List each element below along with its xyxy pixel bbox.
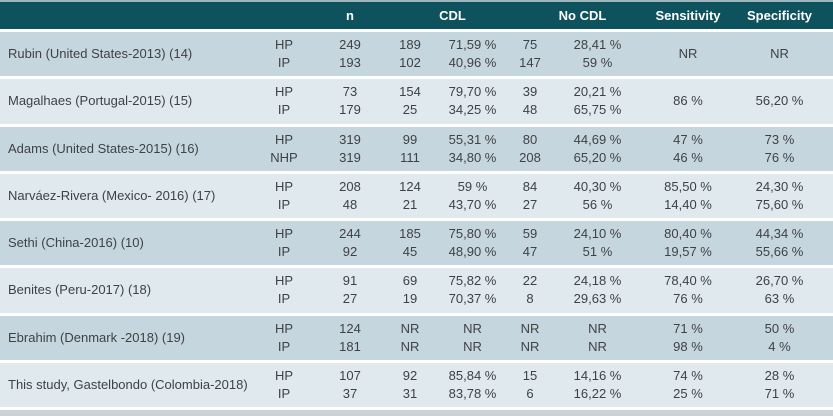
- group-cell: HP NHP: [270, 131, 298, 165]
- specificity-cell: 56,20 %: [755, 93, 804, 109]
- cdl-percent-cell: 79,70 % 34,25 %: [448, 84, 497, 118]
- table-row: Sethi (China-2016) (10) HP IP 244 92 185 45…: [0, 221, 833, 266]
- cdl-percent-cell: 71,59 % 40,96 %: [448, 37, 497, 71]
- cdl-percent-cell: 75,82 % 70,37 %: [448, 273, 497, 307]
- cdl-count-cell: 154 25: [399, 84, 421, 118]
- cdl-count-cell: NR NR: [400, 320, 420, 354]
- n-cell: 124 181: [339, 320, 361, 354]
- nocdl-percent-cell: 24,18 % 29,63 %: [573, 273, 622, 307]
- table-row: Magalhaes (Portugal-2015) (15) HP IP 73 17…: [0, 79, 833, 124]
- nocdl-percent-cell: 14,16 % 16,22 %: [573, 367, 622, 401]
- nocdl-count-cell: NR NR: [520, 320, 540, 354]
- header-sensitivity: Sensitivity: [655, 8, 721, 23]
- table-row: Ebrahim (Denmark -2018) (19) HP IP 124 181…: [0, 315, 833, 360]
- table-top-border: [0, 0, 833, 2]
- sensitivity-cell: 71 % 98 %: [673, 320, 703, 354]
- cdl-count-cell: 69 19: [402, 273, 418, 307]
- sensitivity-cell: 86 %: [673, 93, 703, 109]
- table-row: This study, Gastelbondo (Colombia-2018) …: [0, 362, 833, 407]
- table-bottom-border: [0, 410, 833, 416]
- specificity-cell: 44,34 % 55,66 %: [755, 226, 804, 260]
- group-cell: HP IP: [274, 273, 294, 307]
- study-name: Adams (United States-2015) (16): [8, 140, 199, 156]
- table-row: Narváez-Rivera (Mexico- 2016) (17) HP IP …: [0, 173, 833, 218]
- n-cell: 91 27: [342, 273, 358, 307]
- nocdl-percent-cell: NR NR: [588, 320, 607, 354]
- table-header-row: n CDL No CDL Sensitivity Specificity: [0, 2, 833, 29]
- specificity-cell: 26,70 % 63 %: [755, 273, 804, 307]
- specificity-cell: 73 % 76 %: [764, 131, 795, 165]
- table-row: Rubin (United States-2013) (14) HP IP 249…: [0, 32, 833, 77]
- nocdl-count-cell: 84 27: [522, 178, 538, 212]
- specificity-cell: NR: [770, 46, 789, 62]
- group-cell: HP IP: [274, 178, 294, 212]
- study-name: This study, Gastelbondo (Colombia-2018): [8, 376, 248, 392]
- sensitivity-cell: 85,50 % 14,40 %: [664, 178, 712, 212]
- specificity-cell: 50 % 4 %: [764, 320, 795, 354]
- n-cell: 107 37: [339, 367, 361, 401]
- group-cell: HP IP: [274, 320, 294, 354]
- study-name: Benites (Peru-2017) (18): [8, 282, 152, 298]
- nocdl-count-cell: 75 147: [519, 37, 541, 71]
- n-cell: 249 193: [339, 37, 361, 71]
- cdl-percent-cell: 75,80 % 48,90 %: [448, 226, 497, 260]
- cdl-percent-cell: NR NR: [463, 320, 482, 354]
- cdl-count-cell: 185 45: [399, 226, 421, 260]
- cdl-count-cell: 99 111: [400, 131, 420, 165]
- sensitivity-cell: 80,40 % 19,57 %: [664, 226, 712, 260]
- cdl-percent-cell: 55,31 % 34,80 %: [448, 131, 497, 165]
- group-cell: HP IP: [274, 84, 294, 118]
- group-cell: HP IP: [274, 226, 294, 260]
- cdl-count-cell: 92 31: [402, 367, 418, 401]
- table-row: Adams (United States-2015) (16) HP NHP 31…: [0, 126, 833, 171]
- group-cell: HP IP: [274, 367, 294, 401]
- study-name: Rubin (United States-2013) (14): [8, 46, 193, 62]
- nocdl-count-cell: 59 47: [522, 226, 538, 260]
- group-cell: HP IP: [274, 37, 294, 71]
- nocdl-percent-cell: 44,69 % 65,20 %: [573, 131, 622, 165]
- cdl-percent-cell: 59 % 43,70 %: [448, 178, 497, 212]
- sensitivity-cell: NR: [678, 46, 698, 62]
- study-name: Sethi (China-2016) (10): [8, 235, 144, 251]
- study-name: Magalhaes (Portugal-2015) (15): [8, 93, 193, 109]
- nocdl-percent-cell: 40,30 % 56 %: [573, 178, 622, 212]
- study-name: Ebrahim (Denmark -2018) (19): [8, 329, 186, 345]
- header-specificity: Specificity: [746, 8, 813, 23]
- sensitivity-cell: 78,40 % 76 %: [664, 273, 712, 307]
- specificity-cell: 28 % 71 %: [764, 367, 795, 401]
- nocdl-percent-cell: 28,41 % 59 %: [573, 37, 622, 71]
- specificity-cell: 24,30 % 75,60 %: [755, 178, 804, 212]
- cdl-count-cell: 124 21: [399, 178, 421, 212]
- study-name: Narváez-Rivera (Mexico- 2016) (17): [8, 187, 216, 203]
- n-cell: 73 179: [339, 84, 361, 118]
- n-cell: 244 92: [339, 226, 361, 260]
- table-row: Benites (Peru-2017) (18) HP IP 91 27 69 19 …: [0, 268, 833, 313]
- nocdl-percent-cell: 24,10 % 51 %: [573, 226, 622, 260]
- header-n: n: [346, 8, 354, 23]
- table-body: Rubin (United States-2013) (14) HP IP 249…: [0, 29, 833, 410]
- nocdl-count-cell: 39 48: [522, 84, 538, 118]
- n-cell: 319 319: [339, 131, 361, 165]
- cdl-count-cell: 189 102: [399, 37, 421, 71]
- sensitivity-cell: 74 % 25 %: [673, 367, 703, 401]
- header-no-cdl: No CDL: [558, 8, 607, 23]
- header-cdl: CDL: [439, 8, 466, 23]
- n-cell: 208 48: [339, 178, 361, 212]
- sensitivity-cell: 47 % 46 %: [673, 131, 703, 165]
- nocdl-count-cell: 80 208: [519, 131, 541, 165]
- nocdl-count-cell: 22 8: [522, 273, 538, 307]
- cdl-percent-cell: 85,84 % 83,78 %: [448, 367, 497, 401]
- nocdl-percent-cell: 20,21 % 65,75 %: [573, 84, 622, 118]
- nocdl-count-cell: 15 6: [522, 367, 538, 401]
